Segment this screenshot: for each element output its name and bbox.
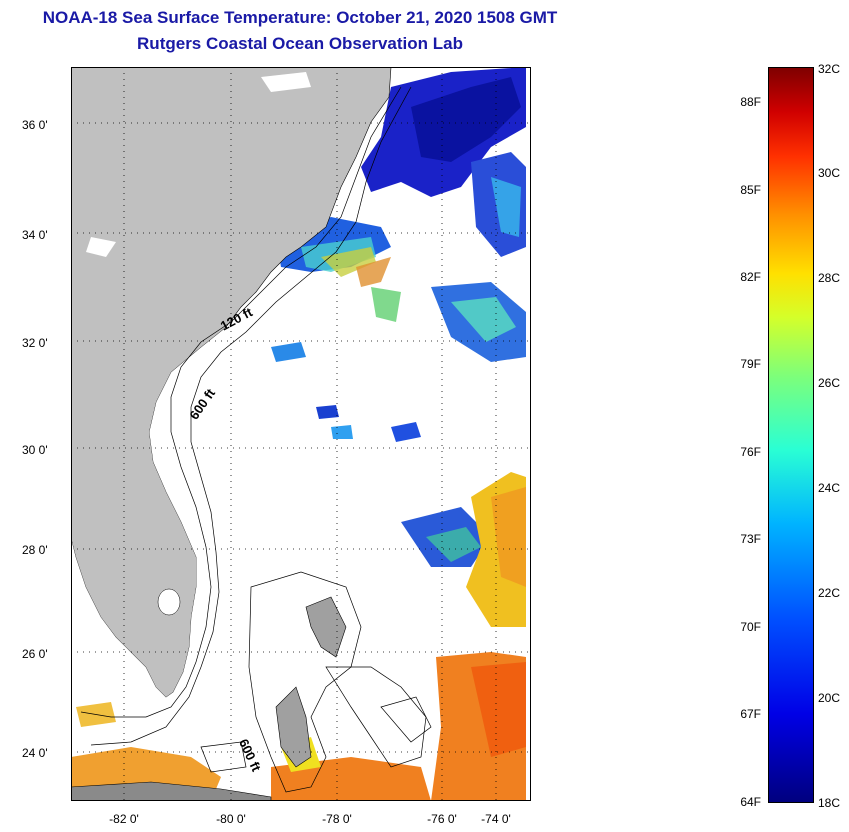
- map-title: NOAA-18 Sea Surface Temperature: October…: [42, 8, 558, 27]
- map-subtitle: Rutgers Coastal Ocean Observation Lab: [137, 34, 463, 53]
- cbar-c-24: 24C: [818, 481, 841, 495]
- cbar-f-67: 67F: [740, 707, 761, 721]
- land-layer: [71, 67, 392, 801]
- cbar-f-85: 85F: [740, 183, 761, 197]
- graticule: [71, 67, 531, 801]
- map-frame: [71, 67, 531, 801]
- lat-label-36: 36 0': [22, 118, 48, 132]
- cbar-c-20: 20C: [818, 691, 841, 705]
- lon-label-74: -74 0': [481, 812, 511, 826]
- lat-label-24: 24 0': [22, 746, 48, 760]
- cbar-f-64: 64F: [740, 795, 761, 809]
- temperature-colorbar: [768, 67, 814, 803]
- cbar-c-30: 30C: [818, 166, 841, 180]
- cbar-f-73: 73F: [740, 532, 761, 546]
- lon-label-80: -80 0': [216, 812, 246, 826]
- cbar-c-22: 22C: [818, 586, 841, 600]
- cbar-f-88: 88F: [740, 95, 761, 109]
- cbar-c-28: 28C: [818, 271, 841, 285]
- lat-label-32: 32 0': [22, 336, 48, 350]
- cbar-f-76: 76F: [740, 445, 761, 459]
- sst-map[interactable]: 120 ft 600 ft 600 ft: [71, 67, 531, 801]
- lat-label-34: 34 0': [22, 228, 48, 242]
- lat-label-26: 26 0': [22, 647, 48, 661]
- lat-label-28: 28 0': [22, 543, 48, 557]
- lon-label-82: -82 0': [109, 812, 139, 826]
- lat-label-30: 30 0': [22, 443, 48, 457]
- sst-data-layer: [71, 67, 526, 801]
- cbar-f-82: 82F: [740, 270, 761, 284]
- cbar-c-32: 32C: [818, 62, 841, 76]
- cbar-f-79: 79F: [740, 357, 761, 371]
- cbar-f-70: 70F: [740, 620, 761, 634]
- bathymetry-contours: [80, 86, 432, 793]
- lon-label-76: -76 0': [427, 812, 457, 826]
- cbar-c-18: 18C: [818, 796, 841, 810]
- lon-label-78: -78 0': [322, 812, 352, 826]
- cbar-c-26: 26C: [818, 376, 841, 390]
